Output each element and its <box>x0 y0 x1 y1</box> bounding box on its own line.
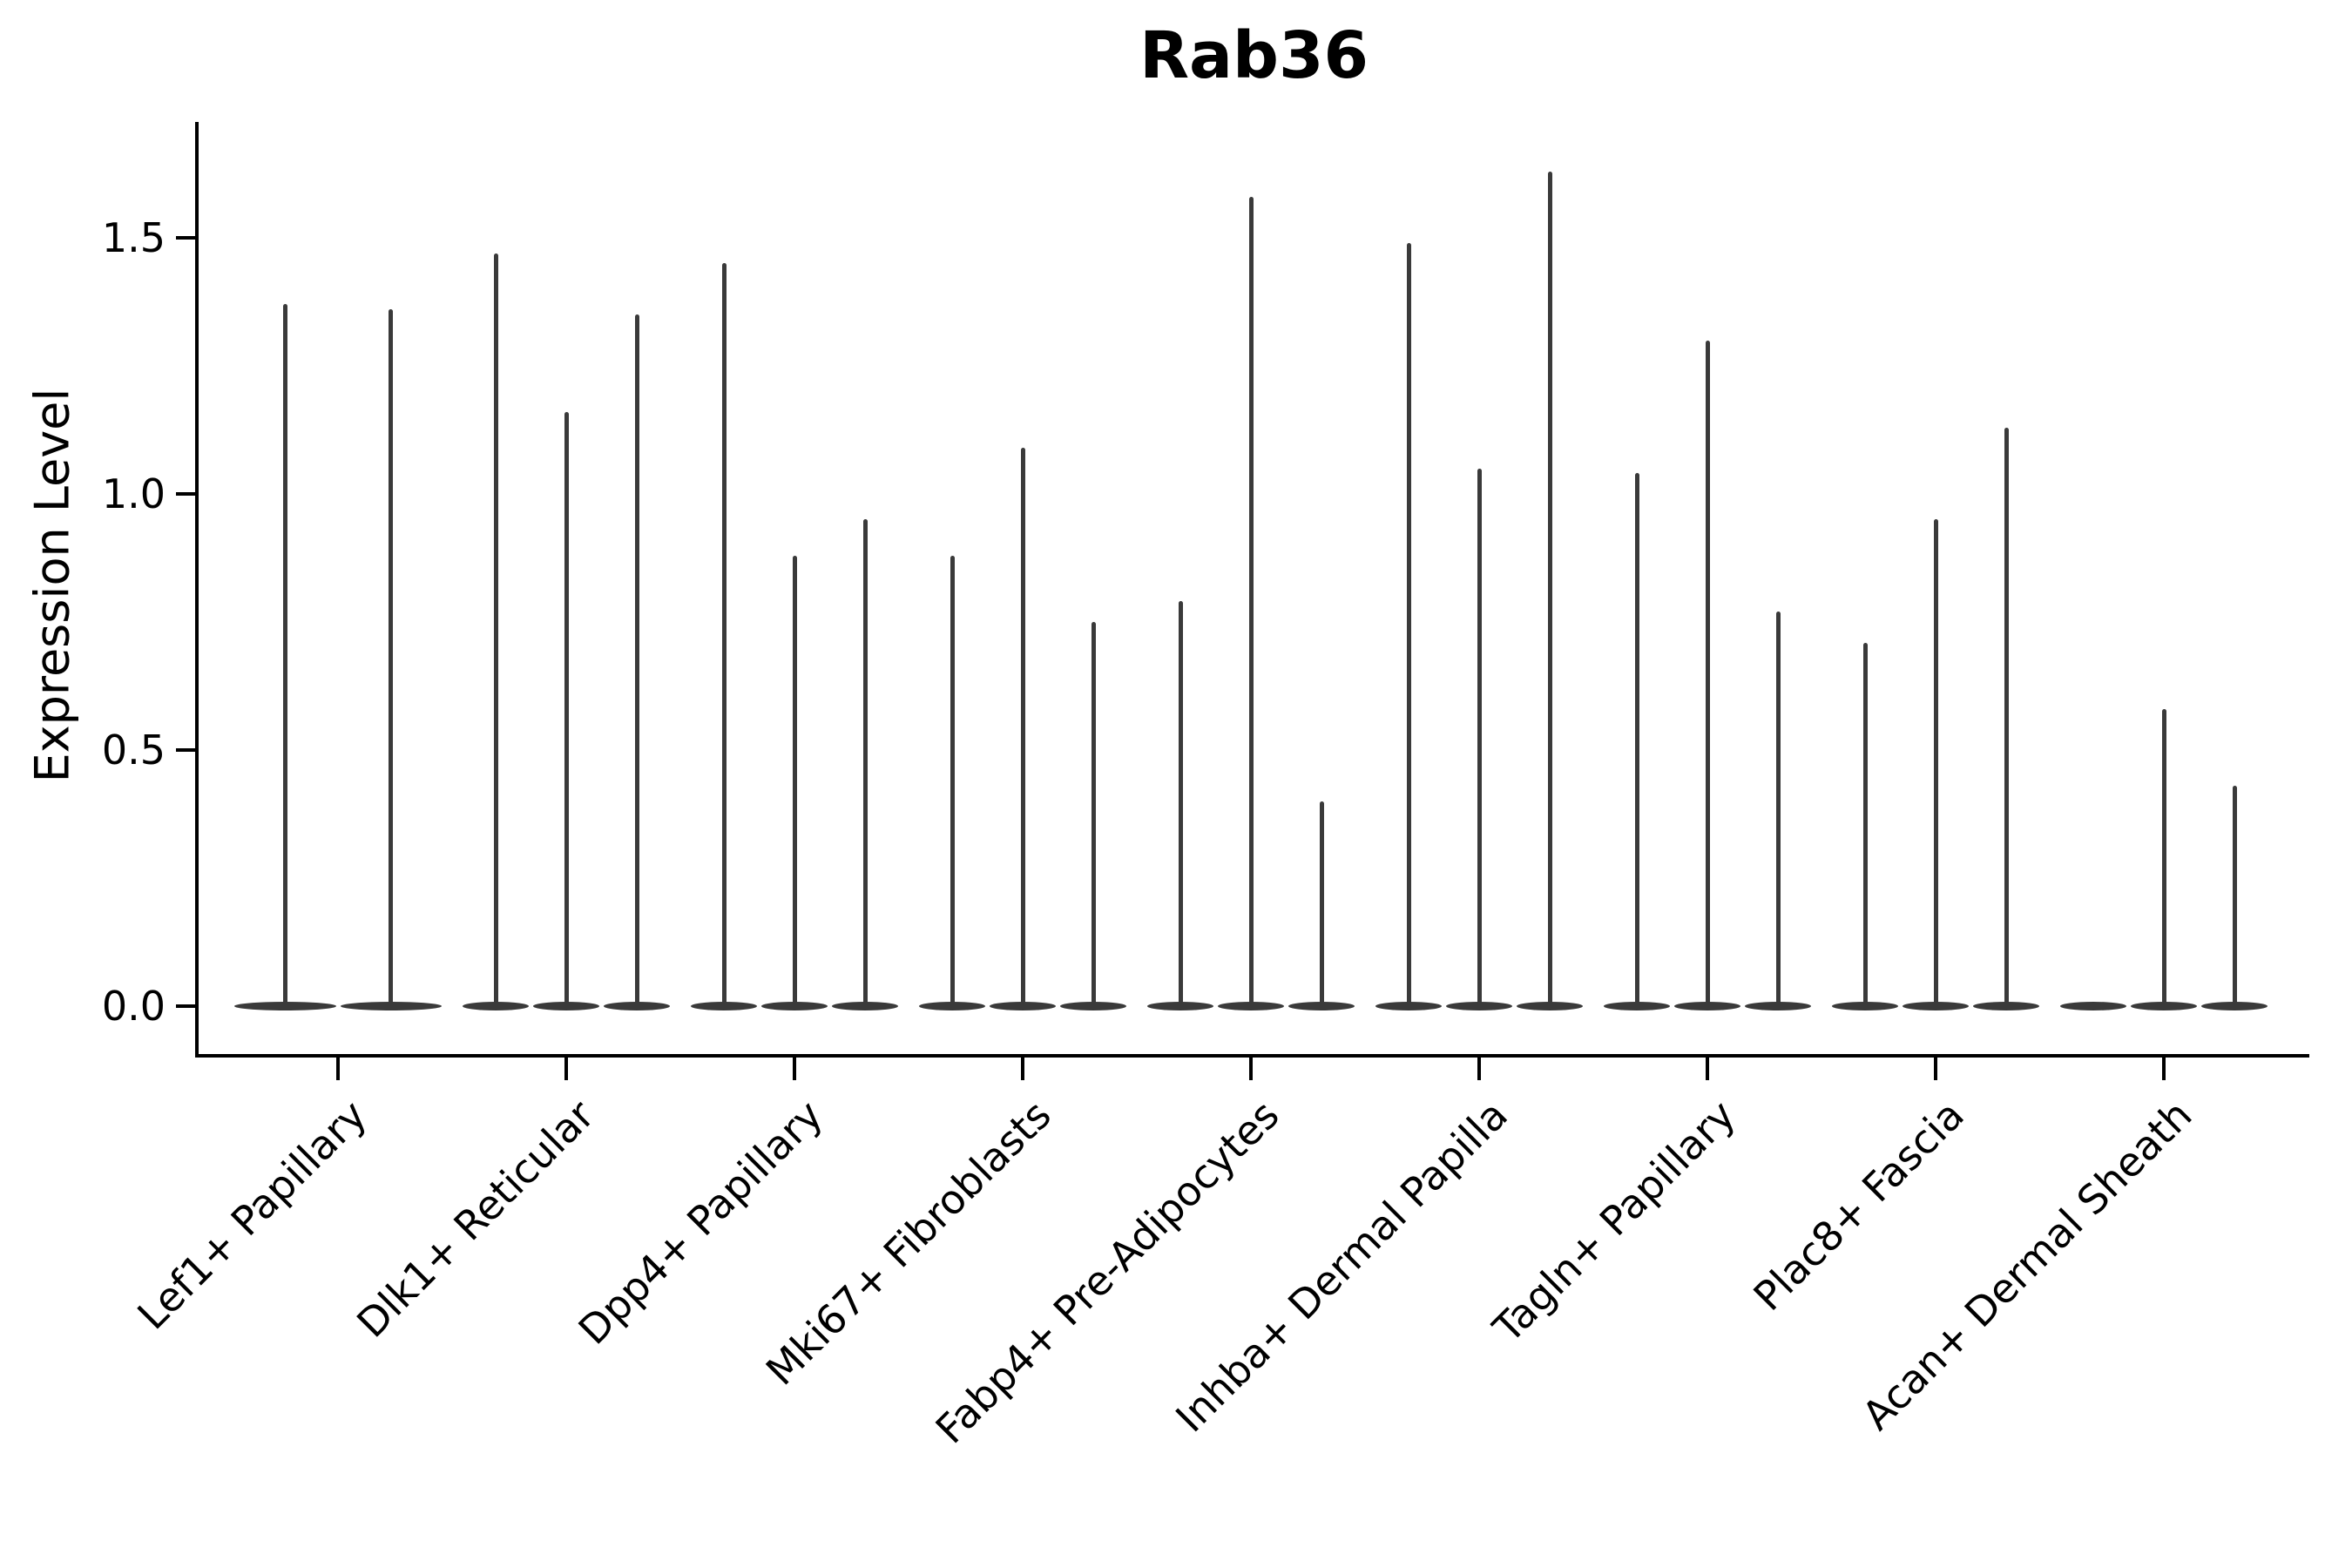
violin-base <box>1604 1002 1670 1010</box>
x-tick <box>2162 1058 2166 1080</box>
violin-spike <box>1248 196 1254 1006</box>
violin-base <box>1517 1002 1583 1010</box>
x-tick <box>1706 1058 1709 1080</box>
violin-base <box>604 1002 670 1010</box>
violin-base <box>1745 1002 1811 1010</box>
y-tick <box>176 1004 195 1008</box>
violin-spike <box>1933 519 1938 1006</box>
violin-base <box>533 1002 599 1010</box>
violin-spike <box>1178 601 1183 1006</box>
violin-base <box>1973 1002 2039 1010</box>
violin-spike <box>1020 448 1025 1006</box>
violin-base <box>832 1002 898 1010</box>
violin-spike <box>1634 473 1639 1006</box>
y-axis-label: Expression Level <box>24 388 80 783</box>
violin-spike <box>1705 340 1710 1006</box>
x-tick <box>1477 1058 1481 1080</box>
x-tick <box>793 1058 796 1080</box>
violin-spike <box>792 555 797 1006</box>
y-tick <box>176 492 195 496</box>
violin-base <box>1288 1002 1355 1010</box>
violin-base <box>1060 1002 1126 1010</box>
x-tick <box>564 1058 568 1080</box>
violin-spike <box>1862 642 1868 1006</box>
violin-base <box>691 1002 757 1010</box>
x-tick <box>1934 1058 1937 1080</box>
chart-title: Rab36 <box>1139 18 1369 93</box>
x-tick <box>336 1058 340 1080</box>
violin-base <box>1218 1002 1284 1010</box>
x-axis-label: Tagln+ Papillary <box>1484 1091 1745 1352</box>
violin-base <box>1832 1002 1898 1010</box>
y-tick-label: 0.5 <box>101 727 166 774</box>
y-tick-label: 1.5 <box>101 214 166 261</box>
violin-spike <box>2232 786 2237 1006</box>
violin-spike <box>282 304 287 1006</box>
y-tick-label: 0.0 <box>101 983 166 1030</box>
violin-base <box>463 1002 529 1010</box>
violin-spike <box>634 314 639 1006</box>
x-axis-spine <box>195 1054 2309 1058</box>
violin-spike <box>1477 468 1482 1006</box>
violin-spike <box>389 309 394 1006</box>
violin-base <box>1375 1002 1442 1010</box>
y-tick <box>176 236 195 240</box>
violin-base <box>2201 1002 2268 1010</box>
y-tick-label: 1.0 <box>101 470 166 517</box>
violin-base <box>2131 1002 2197 1010</box>
violin-spike <box>1091 622 1096 1006</box>
y-tick <box>176 748 195 752</box>
violin-base <box>1674 1002 1740 1010</box>
violin-spike <box>564 411 569 1006</box>
violin-spike <box>493 253 498 1006</box>
violin-base <box>919 1002 985 1010</box>
violin-spike <box>950 555 955 1006</box>
x-axis-label: Dpp4+ Papillary <box>569 1091 832 1354</box>
violin-base <box>2060 1002 2126 1010</box>
x-tick <box>1021 1058 1024 1080</box>
violin-spike <box>2004 427 2009 1006</box>
x-axis-label: Plac8+ Fascia <box>1744 1091 1973 1320</box>
violin-spike <box>1319 801 1324 1006</box>
violin-base <box>761 1002 828 1010</box>
violin-base <box>990 1002 1056 1010</box>
violin-base <box>340 1002 442 1010</box>
violin-base <box>234 1002 336 1010</box>
x-axis-label: Lef1+ Papillary <box>127 1091 375 1339</box>
violin-spike <box>721 263 727 1006</box>
violin-spike <box>1775 612 1781 1006</box>
violin-spike <box>1547 171 1552 1006</box>
violin-spike <box>862 519 868 1006</box>
violin-base <box>1903 1002 1969 1010</box>
violin-spike <box>2161 708 2166 1006</box>
y-axis-spine <box>195 122 199 1058</box>
violin-spike <box>1406 242 1411 1006</box>
x-tick <box>1249 1058 1253 1080</box>
x-axis-label: Dlk1+ Reticular <box>348 1091 604 1347</box>
violin-base <box>1446 1002 1512 1010</box>
violin-base <box>1147 1002 1213 1010</box>
